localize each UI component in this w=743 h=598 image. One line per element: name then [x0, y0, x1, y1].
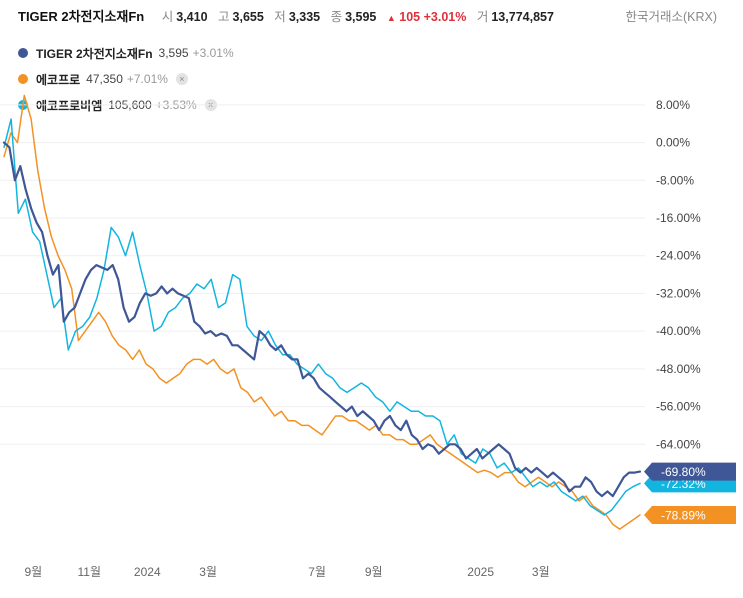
- y-tick-label: -40.00%: [656, 324, 701, 338]
- last-value-label: -78.89%: [661, 509, 706, 523]
- legend-name: 에코프로: [36, 72, 81, 87]
- close-label: 종: [330, 10, 343, 24]
- series-line-2: [3, 118, 641, 516]
- high-value: 3,655: [232, 10, 264, 24]
- last-value-label: -69.80%: [661, 465, 706, 479]
- change-arrow-icon: ▲: [386, 13, 396, 23]
- high-label: 고: [218, 10, 230, 24]
- y-tick-label: -16.00%: [656, 211, 701, 225]
- low-label: 저: [274, 10, 286, 24]
- legend-price: 47,350: [86, 72, 123, 86]
- legend-price: 3,595: [158, 46, 189, 60]
- y-tick-label: -24.00%: [656, 249, 701, 263]
- x-tick-label: 9월: [24, 565, 42, 579]
- close-value: 3,595: [345, 10, 377, 24]
- legend-change: +7.01%: [126, 72, 168, 86]
- legend-change: +3.01%: [192, 46, 234, 60]
- y-tick-label: 0.00%: [656, 136, 690, 150]
- series-line-1: [3, 94, 641, 530]
- last-value-badge: -69.80%: [644, 462, 736, 481]
- x-tick-label: 2024: [134, 565, 161, 579]
- y-tick-label: -48.00%: [656, 362, 701, 376]
- x-tick-label: 9월: [365, 565, 383, 579]
- legend-color-dot: [18, 48, 28, 58]
- remove-series-close-icon[interactable]: ×: [175, 73, 188, 85]
- legend-name: 에코프로비엠: [36, 98, 103, 113]
- legend-name: TIGER 2차전지소재Fn: [36, 46, 153, 61]
- last-value-badge: -78.89%: [644, 506, 736, 524]
- x-tick-label: 11월: [78, 565, 102, 579]
- legend-item-tiger[interactable]: TIGER 2차전지소재Fn 3,595 +3.01%: [18, 40, 242, 66]
- y-tick-label: 8.00%: [656, 98, 690, 112]
- y-tick-label: -32.00%: [656, 286, 701, 300]
- y-tick-label: -64.00%: [656, 437, 701, 451]
- last-value-badge-bg: [644, 462, 736, 481]
- last-value-badge-bg: [644, 506, 736, 524]
- volume-value: 13,774,857: [491, 10, 554, 24]
- legend-color-dot: [18, 74, 28, 84]
- x-tick-label: 2025: [467, 565, 494, 579]
- exchange-name: 한국거래소(KRX): [625, 10, 717, 24]
- instrument-name: TIGER 2차전지소재Fn: [18, 9, 145, 24]
- volume-label: 거: [476, 10, 489, 24]
- x-tick-label: 7월: [308, 565, 326, 579]
- x-tick-label: 3월: [199, 565, 217, 579]
- open-value: 3,410: [176, 10, 208, 24]
- y-tick-label: -56.00%: [656, 400, 701, 414]
- y-tick-label: -8.00%: [656, 173, 694, 187]
- legend-item-ecopro[interactable]: 에코프로 47,350 +7.01% ×: [18, 66, 242, 92]
- change-value: 105: [399, 10, 421, 24]
- x-tick-label: 3월: [532, 565, 550, 579]
- change-percent: +3.01%: [423, 10, 467, 24]
- low-value: 3,335: [288, 10, 321, 24]
- open-label: 시: [161, 10, 174, 24]
- series-line-0: [2, 141, 642, 498]
- price-header: TIGER 2차전지소재Fn 시 3,410 고 3,655 저 3,335 종 3,5…: [18, 6, 733, 28]
